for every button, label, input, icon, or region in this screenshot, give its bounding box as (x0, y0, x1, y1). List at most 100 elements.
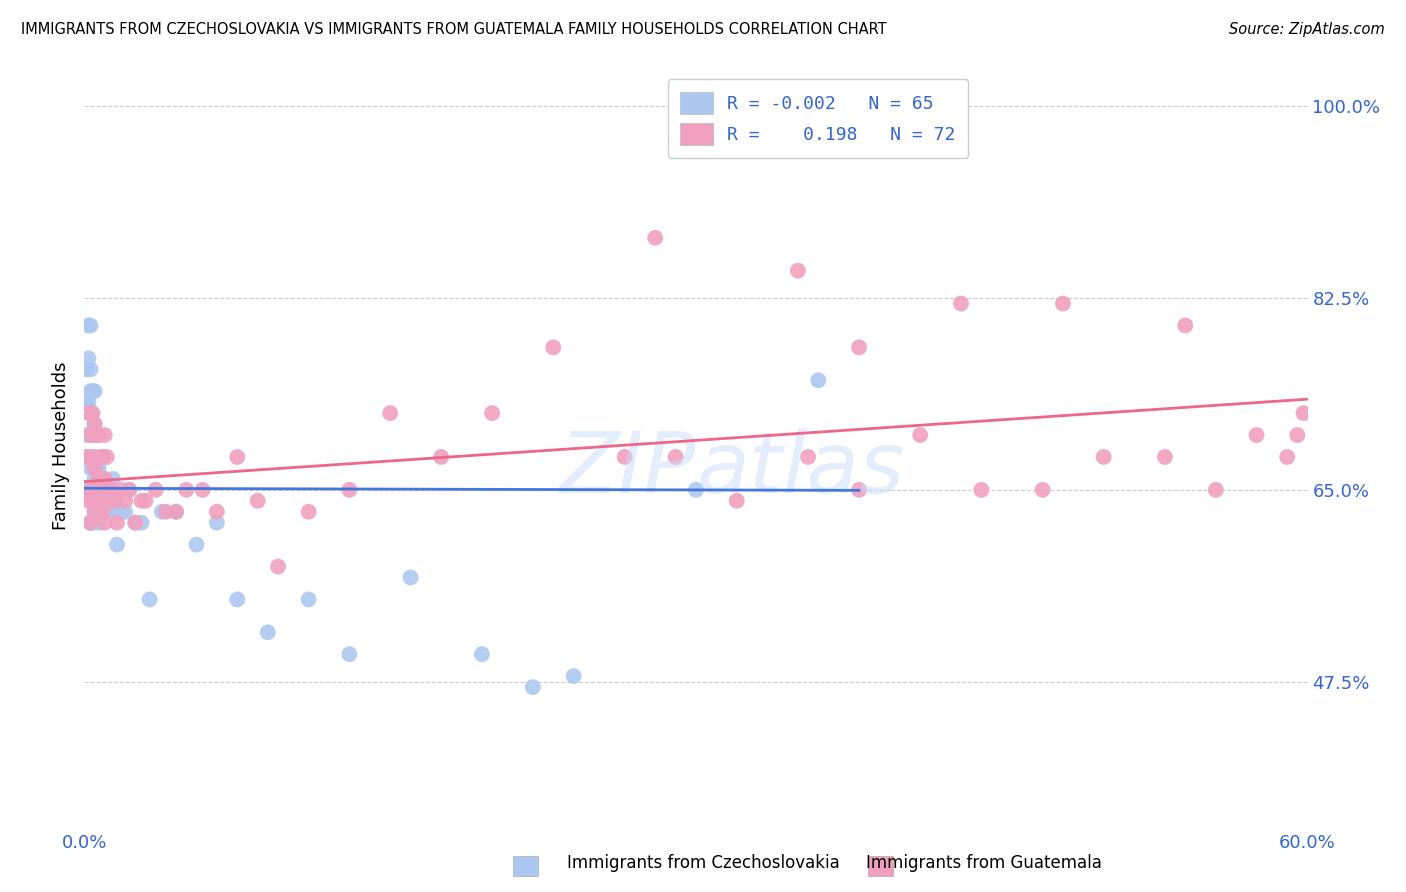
Point (90, 472, 112, 486)
Point (83, 472, 105, 486)
Point (104, 493, 127, 508)
Point (155, 505, 177, 519)
Point (79, 428, 101, 442)
Point (131, 493, 153, 508)
Point (86, 428, 108, 442)
Point (101, 483, 124, 497)
Point (100, 493, 122, 508)
Point (83, 505, 105, 519)
Point (79, 461, 101, 475)
Point (79, 384, 101, 399)
Point (104, 505, 127, 519)
Point (75, 428, 97, 442)
Point (93, 428, 115, 442)
Point (87, 483, 110, 497)
Point (910, 428, 932, 442)
FancyBboxPatch shape (868, 856, 893, 876)
Text: IMMIGRANTS FROM CZECHOSLOVAKIA VS IMMIGRANTS FROM GUATEMALA FAMILY HOUSEHOLDS CO: IMMIGRANTS FROM CZECHOSLOVAKIA VS IMMIGR… (21, 22, 887, 37)
Point (1032, 483, 1054, 497)
Point (82, 483, 104, 497)
Point (205, 505, 228, 519)
Point (205, 516, 228, 530)
Point (83, 461, 105, 475)
Point (267, 559, 290, 574)
Point (79, 516, 101, 530)
Point (77, 395, 100, 409)
Point (86, 461, 108, 475)
Point (613, 450, 636, 464)
Point (246, 493, 269, 508)
Point (644, 231, 666, 245)
Point (96, 493, 118, 508)
Point (75, 362, 97, 376)
Point (97, 483, 120, 497)
Point (77, 318, 100, 333)
Point (430, 450, 453, 464)
Point (83, 450, 105, 464)
Point (1286, 428, 1309, 442)
Point (114, 493, 136, 508)
Point (82, 406, 104, 420)
Point (298, 592, 321, 607)
Point (165, 505, 187, 519)
Point (1154, 450, 1177, 464)
Point (91, 450, 114, 464)
Point (91, 505, 114, 519)
Point (110, 505, 132, 519)
Point (105, 538, 128, 552)
Point (685, 483, 707, 497)
Point (83, 417, 105, 431)
Point (298, 505, 321, 519)
Point (87, 516, 110, 530)
Point (90, 450, 112, 464)
Point (1246, 428, 1268, 442)
Point (86, 428, 108, 442)
Point (138, 592, 160, 607)
Point (79, 483, 101, 497)
Point (86, 483, 108, 497)
Point (118, 483, 141, 497)
Point (339, 647, 361, 661)
Point (186, 538, 208, 552)
Point (91, 493, 114, 508)
Point (82, 428, 104, 442)
Point (82, 450, 104, 464)
Point (77, 450, 100, 464)
Point (131, 516, 153, 530)
Text: Immigrants from Czechoslovakia: Immigrants from Czechoslovakia (567, 855, 839, 872)
Point (87, 461, 110, 475)
Point (797, 450, 820, 464)
Point (82, 450, 104, 464)
Point (124, 516, 146, 530)
Point (145, 483, 167, 497)
Point (543, 340, 565, 354)
Point (105, 516, 128, 530)
Text: Immigrants from Guatemala: Immigrants from Guatemala (866, 855, 1102, 872)
Point (101, 472, 124, 486)
Point (93, 472, 115, 486)
Point (79, 428, 101, 442)
Point (90, 493, 112, 508)
Point (399, 570, 422, 584)
Point (90, 505, 112, 519)
Point (82, 493, 104, 508)
Point (135, 493, 157, 508)
Text: Source: ZipAtlas.com: Source: ZipAtlas.com (1229, 22, 1385, 37)
Point (97, 505, 120, 519)
Legend: R = -0.002   N = 65, R =    0.198   N = 72: R = -0.002 N = 65, R = 0.198 N = 72 (668, 79, 969, 158)
Point (83, 505, 105, 519)
Point (226, 450, 249, 464)
Point (79, 318, 101, 333)
FancyBboxPatch shape (513, 856, 538, 876)
Point (1292, 406, 1315, 420)
Point (77, 406, 100, 420)
Point (96, 483, 118, 497)
Point (1174, 318, 1197, 333)
Point (77, 483, 100, 497)
Point (665, 450, 688, 464)
Point (150, 505, 173, 519)
Point (522, 680, 544, 694)
Point (471, 647, 494, 661)
Text: atlas: atlas (696, 427, 904, 510)
Point (93, 516, 115, 530)
